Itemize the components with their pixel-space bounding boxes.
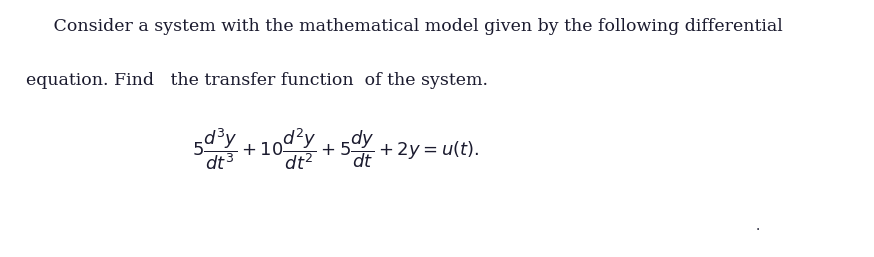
Text: $5\dfrac{d^3y}{dt^3} + 10\dfrac{d^2y}{dt^2} + 5\dfrac{dy}{dt} + 2y = u(t).$: $5\dfrac{d^3y}{dt^3} + 10\dfrac{d^2y}{dt…: [192, 126, 480, 172]
Text: Consider a system with the mathematical model given by the following differentia: Consider a system with the mathematical …: [26, 18, 783, 35]
Text: equation. Find   the transfer function  of the system.: equation. Find the transfer function of …: [26, 72, 489, 89]
Text: .: .: [756, 219, 760, 233]
